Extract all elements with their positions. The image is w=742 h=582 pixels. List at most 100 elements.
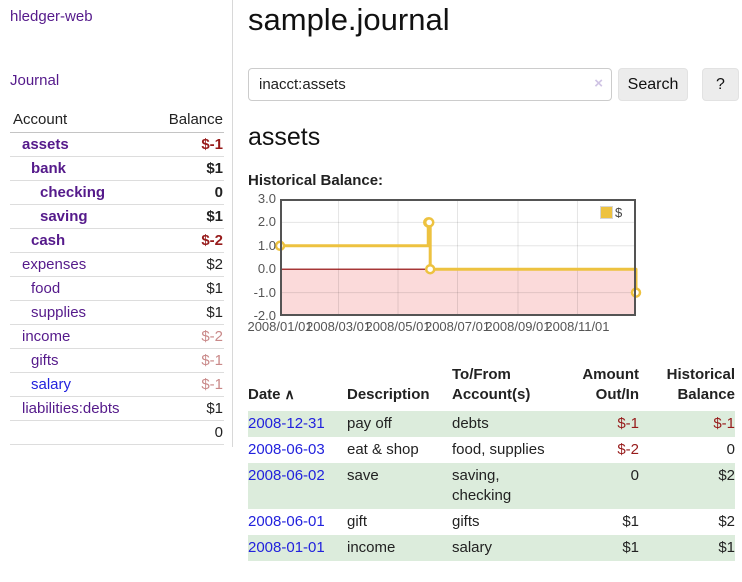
account-row: expenses $2 xyxy=(10,252,224,277)
y-axis-tick-label: 0.0 xyxy=(257,261,276,277)
transaction-description: gift xyxy=(347,513,368,530)
accounts-header-balance: Balance xyxy=(149,108,224,133)
search-input[interactable] xyxy=(248,68,612,101)
account-balance: $2 xyxy=(149,252,224,277)
register-header-row: Date ∧ Description To/From Account(s) Amo… xyxy=(248,363,735,411)
search-bar: × Search ? xyxy=(248,68,742,101)
sidebar: hledger-web Journal Account Balance asse… xyxy=(0,0,233,447)
sidebar-item-journal[interactable]: Journal xyxy=(10,72,60,89)
account-row: food $1 xyxy=(10,276,224,301)
transaction-amount: $-2 xyxy=(617,441,639,458)
account-link-food[interactable]: food xyxy=(31,280,61,297)
transaction-accounts: debts xyxy=(450,411,560,437)
brand-link[interactable]: hledger-web xyxy=(10,8,93,25)
register-header-balance: Historical Balance xyxy=(666,366,735,403)
transaction-amount: 0 xyxy=(560,463,641,509)
transaction-description: pay off xyxy=(345,411,450,437)
account-link-bank[interactable]: bank xyxy=(31,160,67,177)
transaction-amount: $1 xyxy=(622,513,639,530)
register-row: 2008-01-01 income salary $1 $1 xyxy=(248,535,735,561)
transaction-date-link[interactable]: 2008-01-01 xyxy=(248,539,325,556)
account-balance: $-1 xyxy=(149,372,224,397)
account-balance: $-1 xyxy=(149,132,224,157)
account-link-income[interactable]: income xyxy=(22,328,71,345)
account-link-assets[interactable]: assets xyxy=(22,136,69,153)
account-link-expenses[interactable]: expenses xyxy=(22,256,87,273)
y-axis-tick-label: 1.0 xyxy=(257,237,276,253)
transaction-balance: $-1 xyxy=(641,411,735,437)
sort-ascending-icon: ∧ xyxy=(284,386,295,402)
account-balance: 0 xyxy=(149,180,224,205)
transaction-description: save xyxy=(345,463,450,509)
chart-legend: $ xyxy=(599,204,624,221)
balance-chart: $ 3.0 2.0 1.0 0.0 -1.0 -2.0 2008/01/01 2008/03/… xyxy=(247,191,668,347)
account-balance: $1 xyxy=(149,156,224,181)
register-header-date: Date ∧ xyxy=(248,386,295,403)
account-link-supplies[interactable]: supplies xyxy=(31,304,87,321)
page-title: sample.journal xyxy=(248,2,450,37)
transaction-date-link[interactable]: 2008-06-03 xyxy=(248,441,325,458)
transaction-balance: 0 xyxy=(726,441,735,458)
account-row: checking 0 xyxy=(10,180,224,205)
transaction-accounts: gifts xyxy=(452,513,480,530)
account-link-cash[interactable]: cash xyxy=(31,232,66,249)
account-balance: $-1 xyxy=(149,348,224,373)
account-row: liabilities:debts $1 xyxy=(10,396,224,421)
x-axis-tick-label: 2008/09/01 xyxy=(485,319,551,334)
x-axis-tick-label: 2008/03/01 xyxy=(305,319,372,334)
brand: hledger-web xyxy=(10,8,224,26)
account-row: bank $1 xyxy=(10,156,224,181)
transaction-date-link[interactable]: 2008-06-01 xyxy=(248,513,325,530)
transaction-balance: $1 xyxy=(641,535,735,561)
transaction-description: eat & shop xyxy=(347,441,419,458)
accounts-total-row: 0 xyxy=(10,420,224,445)
nav: Journal xyxy=(10,72,224,90)
account-row: supplies $1 xyxy=(10,300,224,325)
account-link-salary[interactable]: salary xyxy=(31,376,72,393)
x-axis-tick-label: 2008/01/01 xyxy=(247,319,313,334)
account-row: cash $-2 xyxy=(10,228,224,253)
transaction-description: income xyxy=(345,535,450,561)
search-button[interactable]: Search xyxy=(618,68,688,101)
account-balance: $-2 xyxy=(149,228,224,253)
y-axis-tick-label: -2.0 xyxy=(253,308,276,323)
account-balance: $1 xyxy=(149,300,224,325)
account-link-saving[interactable]: saving xyxy=(40,208,88,225)
register-row: 2008-06-02 save saving, checking 0 $2 xyxy=(248,463,735,509)
register-row: 2008-06-03 eat & shop food, supplies $-2… xyxy=(248,437,735,463)
transaction-balance: $2 xyxy=(641,463,735,509)
transaction-accounts: salary xyxy=(450,535,560,561)
account-link-liabilities-debts[interactable]: liabilities:debts xyxy=(22,400,120,417)
register-row: 2008-06-01 gift gifts $1 $2 xyxy=(248,509,735,535)
account-row: assets $-1 xyxy=(10,132,224,157)
clear-search-icon[interactable]: × xyxy=(594,75,603,92)
transaction-accounts: saving, checking xyxy=(450,463,560,509)
account-link-checking[interactable]: checking xyxy=(40,184,106,201)
accounts-table: Account Balance assets $-1 bank $1 check… xyxy=(10,108,224,445)
transaction-date-link[interactable]: 2008-12-31 xyxy=(248,415,325,432)
register-header-amount: Amount Out/In xyxy=(582,366,639,403)
transaction-date-link[interactable]: 2008-06-02 xyxy=(248,467,325,484)
register-row: 2008-12-31 pay off debts $-1 $-1 xyxy=(248,411,735,437)
transaction-amount: $-1 xyxy=(560,411,641,437)
y-axis-tick-label: -1.0 xyxy=(253,284,276,300)
legend-label: $ xyxy=(615,205,623,220)
transaction-accounts: food, supplies xyxy=(452,441,545,458)
account-row: salary $-1 xyxy=(10,372,224,397)
account-heading: assets xyxy=(248,123,321,151)
x-axis-tick-label: 2008/11/01 xyxy=(545,319,610,334)
register-header-description: Description xyxy=(347,386,430,403)
account-balance: $-2 xyxy=(149,324,224,349)
account-link-gifts[interactable]: gifts xyxy=(31,352,59,369)
accounts-total-value: 0 xyxy=(149,420,224,445)
transaction-balance: $2 xyxy=(718,513,735,530)
y-axis-tick-label: 2.0 xyxy=(257,214,276,230)
account-balance: $1 xyxy=(149,396,224,421)
account-balance: $1 xyxy=(149,276,224,301)
chart-canvas xyxy=(274,199,642,316)
y-axis-tick-label: 3.0 xyxy=(257,191,276,206)
account-row: saving $1 xyxy=(10,204,224,229)
x-axis-tick-label: 2008/05/01 xyxy=(365,319,431,334)
help-button[interactable]: ? xyxy=(702,68,739,101)
account-row: gifts $-1 xyxy=(10,348,224,373)
